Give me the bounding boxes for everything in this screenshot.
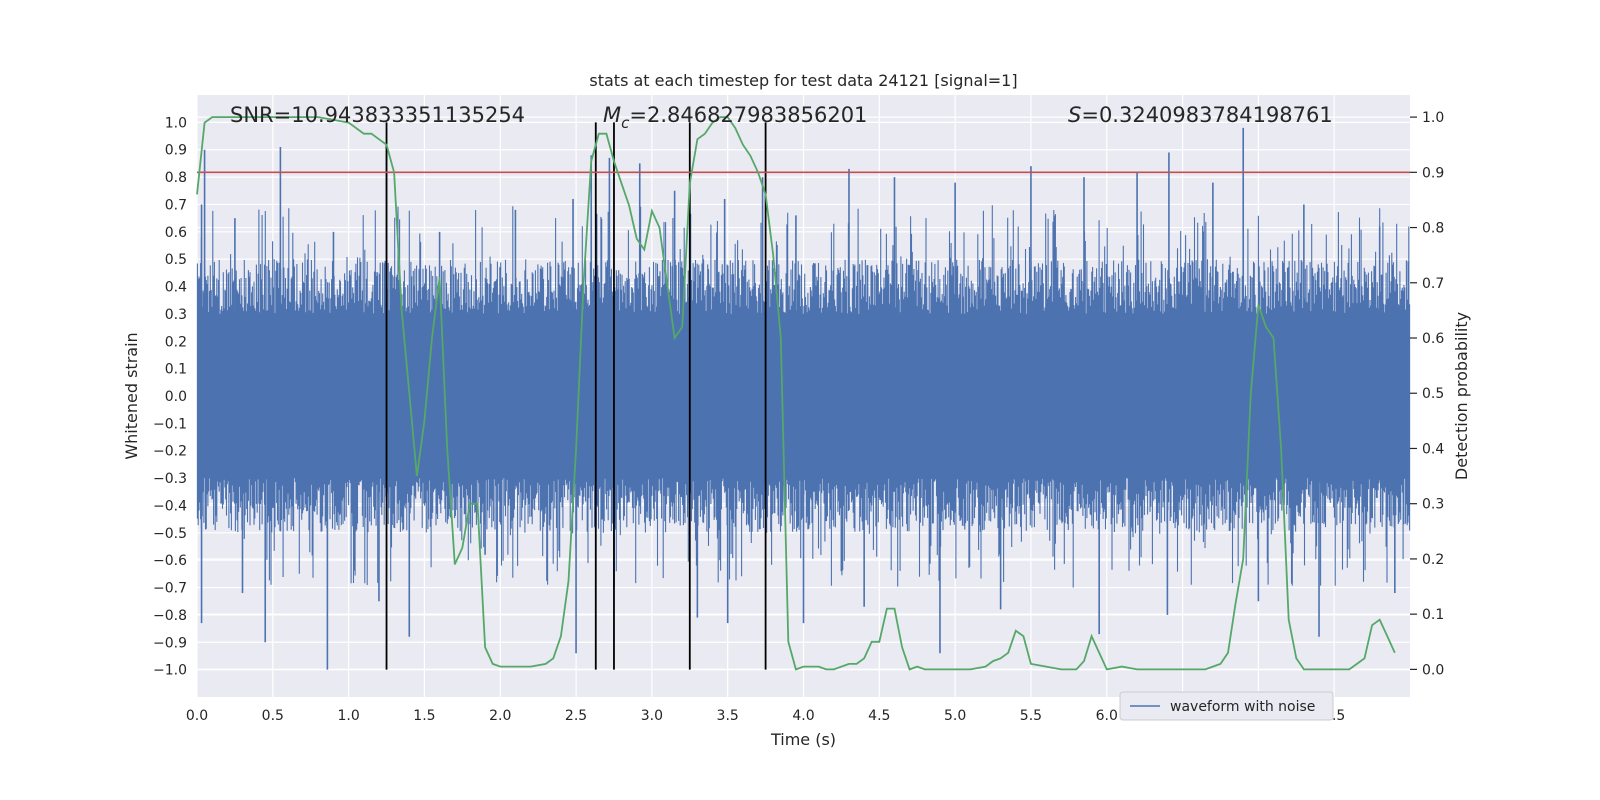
y-tick-label: −0.3: [153, 471, 187, 487]
y-tick-label: −0.4: [153, 498, 187, 514]
y2-axis-label: Detection probability: [1452, 312, 1471, 480]
s-annotation: S=0.3240983784198761: [1068, 103, 1333, 127]
y-axis-label: Whitened strain: [122, 332, 141, 459]
y2-tick-label: 0.7: [1422, 276, 1444, 292]
x-tick-label: 2.0: [489, 708, 511, 724]
x-tick-label: 6.0: [1096, 708, 1118, 724]
x-tick-label: 4.5: [868, 708, 890, 724]
y-tick-label: −0.2: [153, 444, 187, 460]
mc-value: =2.846827983856201: [629, 103, 867, 127]
y-tick-label: 0.3: [165, 307, 187, 323]
y-tick-label: −0.6: [153, 553, 187, 569]
snr-annotation: SNR=10.943833351135254: [230, 103, 525, 127]
y-tick-label: −0.8: [153, 608, 187, 624]
y2-tick-label: 0.2: [1422, 552, 1444, 568]
probability-line: [196, 116, 1396, 671]
x-tick-label: 0.5: [262, 708, 284, 724]
event-lines: [385, 122, 767, 670]
probability-series: [196, 116, 1396, 671]
y2-tick-label: 0.5: [1422, 386, 1444, 402]
y-tick-label: −0.1: [153, 416, 187, 432]
y-tick-label: −1.0: [153, 663, 187, 679]
mc-subscript: c: [621, 114, 630, 132]
y-tick-label: 0.6: [165, 225, 187, 241]
x-tick-label: 2.5: [565, 708, 587, 724]
x-axis-label: Time (s): [770, 730, 836, 749]
y-tick-label: 0.5: [165, 252, 187, 268]
mc-symbol: M: [603, 103, 621, 127]
y-tick-label: 0.8: [165, 170, 187, 186]
y-axis-ticks: 1.0 0.9 0.8 0.7 0.6 0.5 0.4 0.3 0.2 0.1 0.0 −0.1 −0.…: [153, 115, 187, 678]
y2-tick-label: 0.6: [1422, 331, 1444, 347]
y-tick-label: 1.0: [165, 115, 187, 131]
x-tick-label: 0.0: [186, 708, 208, 724]
legend-entry-waveform: waveform with noise: [1170, 699, 1315, 715]
y2-tick-label: 0.1: [1422, 607, 1444, 623]
x-tick-label: 5.0: [944, 708, 966, 724]
x-tick-label: 1.5: [413, 708, 435, 724]
x-tick-label: 3.0: [641, 708, 663, 724]
y2-tick-label: 0.3: [1422, 497, 1444, 513]
y2-tick-label: 0.4: [1422, 441, 1444, 457]
y-tick-label: −0.5: [153, 526, 187, 542]
y-tick-label: 0.0: [165, 389, 187, 405]
x-tick-label: 4.0: [792, 708, 814, 724]
waveform-trace: [196, 205, 1411, 588]
legend: waveform with noise: [1119, 691, 1334, 721]
y-tick-label: 0.1: [165, 362, 187, 378]
y2-tick-label: 1.0: [1422, 110, 1444, 126]
y2-tick-label: 0.0: [1422, 662, 1444, 678]
y-tick-label: −0.7: [153, 581, 187, 597]
x-tick-label: 3.5: [717, 708, 739, 724]
s-symbol: S: [1068, 103, 1081, 127]
y-tick-label: 0.2: [165, 334, 187, 350]
chart-title: stats at each timestep for test data 241…: [589, 71, 1017, 90]
y-tick-label: 0.7: [165, 197, 187, 213]
x-tick-label: 5.5: [1020, 708, 1042, 724]
y-tick-label: 0.4: [165, 280, 187, 296]
legend-box: [1119, 691, 1334, 721]
y2-axis-ticks: 1.0 0.9 0.8 0.7 0.6 0.5 0.4 0.3 0.2 0.1 0.0: [1410, 110, 1444, 678]
y-tick-label: 0.9: [165, 143, 187, 159]
y-tick-label: −0.9: [153, 635, 187, 651]
x-tick-label: 1.0: [337, 708, 359, 724]
y2-tick-label: 0.8: [1422, 221, 1444, 237]
chirp-mass-annotation: Mc=2.846827983856201: [603, 103, 867, 132]
s-value: =0.3240983784198761: [1081, 103, 1332, 127]
y2-tick-label: 0.9: [1422, 165, 1444, 181]
waveform-series: [196, 127, 1411, 670]
